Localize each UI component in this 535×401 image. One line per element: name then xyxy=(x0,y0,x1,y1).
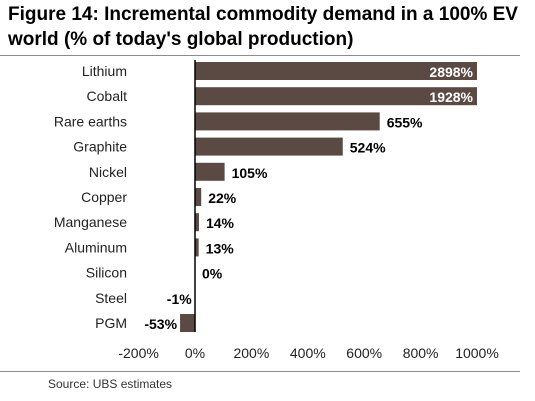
x-tick-label: 1000% xyxy=(455,345,499,361)
category-label-lithium: Lithium xyxy=(82,63,127,79)
value-label-rare-earths: 655% xyxy=(387,114,423,130)
bar-lithium xyxy=(195,62,477,80)
bar-rare-earths xyxy=(195,112,380,131)
bottom-rule xyxy=(0,371,520,372)
bar-copper xyxy=(195,188,202,206)
value-label-steel: -1% xyxy=(167,291,192,307)
x-tick-label: 800% xyxy=(403,345,439,361)
x-tick-label: 600% xyxy=(346,345,382,361)
category-label-manganese: Manganese xyxy=(54,214,127,230)
value-label-copper: 22% xyxy=(208,190,237,206)
x-tick-label: 400% xyxy=(290,345,326,361)
source-note: Source: UBS estimates xyxy=(48,377,173,391)
category-label-steel: Steel xyxy=(95,290,127,306)
category-label-aluminum: Aluminum xyxy=(65,239,127,255)
category-label-copper: Copper xyxy=(81,189,127,205)
x-tick-label: 0% xyxy=(185,345,205,361)
value-label-silicon: 0% xyxy=(202,266,223,282)
bar-aluminum xyxy=(195,238,199,257)
bar-nickel xyxy=(195,162,225,181)
bar-manganese xyxy=(195,213,199,232)
bar-pgm xyxy=(180,314,195,332)
category-label-rare-earths: Rare earths xyxy=(54,113,127,129)
category-label-nickel: Nickel xyxy=(89,164,127,180)
x-tick-labels-group: -200% 0% 200% 400% 600% 800% 1000% xyxy=(118,345,498,361)
value-label-lithium: 2898% xyxy=(429,64,473,80)
value-label-nickel: 105% xyxy=(232,165,268,181)
chart-title: Figure 14: Incremental commodity demand … xyxy=(8,4,518,50)
bar-cobalt xyxy=(195,87,477,106)
value-label-pgm: -53% xyxy=(144,316,177,332)
value-label-graphite: 524% xyxy=(350,140,386,156)
category-labels-group: Lithium Cobalt Rare earths Graphite Nickel Co… xyxy=(54,63,128,331)
category-label-graphite: Graphite xyxy=(73,139,127,155)
top-rule xyxy=(0,55,520,56)
bar-graphite xyxy=(195,137,343,156)
category-label-cobalt: Cobalt xyxy=(87,88,128,104)
value-labels-group: 2898% 1928% 655%524% 105% 22% 14% 13% 0% -1% -53% xyxy=(144,64,473,332)
x-tick-label: -200% xyxy=(118,345,158,361)
category-label-silicon: Silicon xyxy=(86,265,127,281)
bars-group xyxy=(180,62,477,332)
value-label-aluminum: 13% xyxy=(206,240,235,256)
x-tick-label: 200% xyxy=(233,345,269,361)
value-label-manganese: 14% xyxy=(206,215,235,231)
category-label-pgm: PGM xyxy=(95,315,127,331)
value-label-cobalt: 1928% xyxy=(429,89,473,105)
